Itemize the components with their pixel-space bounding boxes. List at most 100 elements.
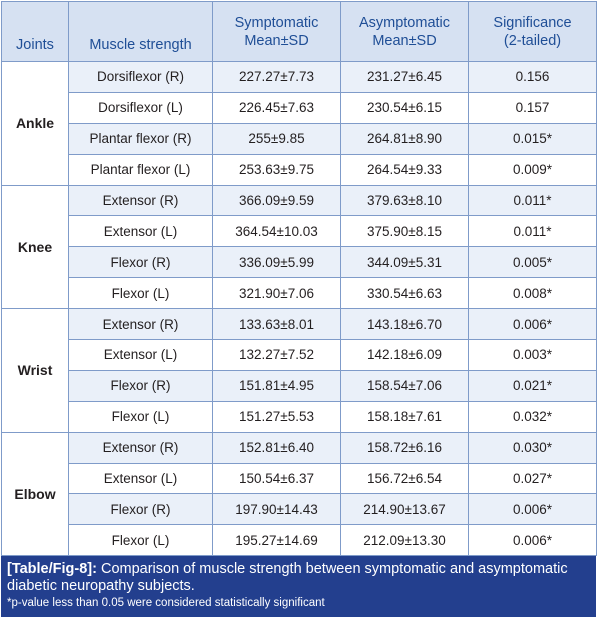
- symptomatic-cell: 152.81±6.40: [212, 431, 341, 464]
- significance-cell: 0.003*: [468, 339, 597, 371]
- header-asymptomatic-line1: Asymptomatic: [358, 14, 451, 31]
- table-row: Plantar flexor (L) 253.63±9.75 264.54±9.33…: [2, 153, 597, 186]
- significance-cell: 0.027*: [468, 462, 597, 495]
- symptomatic-cell: 197.90±14.43: [212, 493, 341, 526]
- symptomatic-cell: 226.45±7.63: [212, 91, 341, 124]
- table-row: Extensor (L) 364.54±10.03 375.90±8.15 0.011…: [2, 215, 597, 248]
- symptomatic-cell: 227.27±7.73: [212, 61, 341, 93]
- asymptomatic-cell: 143.18±6.70: [340, 308, 469, 341]
- caption-label: [Table/Fig-8]:: [7, 561, 97, 578]
- significance-cell: 0.156: [468, 61, 597, 93]
- header-asymptomatic: Asymptomatic Mean±SD: [340, 1, 469, 62]
- muscle-cell: Extensor (R): [68, 308, 213, 341]
- table-row: Flexor (R) 197.90±14.43 214.90±13.67 0.006*: [2, 493, 597, 526]
- muscle-cell: Extensor (R): [68, 431, 213, 464]
- muscle-cell: Dorsiflexor (R): [68, 61, 213, 93]
- symptomatic-cell: 366.09±9.59: [212, 184, 341, 217]
- symptomatic-cell: 364.54±10.03: [212, 215, 341, 248]
- table-row: Flexor (L) 321.90±7.06 330.54±6.63 0.008*: [2, 277, 597, 310]
- header-significance-line1: Significance: [493, 14, 572, 31]
- muscle-cell: Flexor (L): [68, 277, 213, 310]
- muscle-strength-table: Joints Muscle strength Symptomatic Mean±…: [1, 1, 597, 557]
- muscle-cell: Plantar flexor (L): [68, 153, 213, 186]
- asymptomatic-cell: 158.18±7.61: [340, 400, 469, 433]
- symptomatic-cell: 255±9.85: [212, 122, 341, 155]
- significance-cell: 0.006*: [468, 524, 597, 557]
- table-row: Plantar flexor (R) 255±9.85 264.81±8.90 0.0…: [2, 122, 597, 155]
- asymptomatic-cell: 212.09±13.30: [340, 524, 469, 557]
- header-muscle-strength: Muscle strength: [68, 1, 213, 62]
- asymptomatic-cell: 344.09±5.31: [340, 246, 469, 279]
- header-significance-line2: (2-tailed): [503, 32, 562, 49]
- significance-cell: 0.011*: [468, 184, 597, 217]
- symptomatic-cell: 195.27±14.69: [212, 524, 341, 557]
- muscle-cell: Extensor (L): [68, 215, 213, 248]
- joint-label: Elbow: [1, 431, 69, 557]
- significance-cell: 0.005*: [468, 246, 597, 279]
- header-symptomatic-line2: Mean±SD: [244, 32, 309, 49]
- joint-label: Ankle: [1, 61, 69, 186]
- significance-cell: 0.006*: [468, 308, 597, 341]
- significance-cell: 0.008*: [468, 277, 597, 310]
- header-asymptomatic-line2: Mean±SD: [372, 32, 437, 49]
- figure-caption: [Table/Fig-8]: Comparison of muscle stre…: [1, 556, 596, 618]
- asymptomatic-cell: 375.90±8.15: [340, 215, 469, 248]
- symptomatic-cell: 321.90±7.06: [212, 277, 341, 310]
- muscle-cell: Extensor (R): [68, 184, 213, 217]
- table-row: Flexor (R) 336.09±5.99 344.09±5.31 0.005*: [2, 246, 597, 279]
- asymptomatic-cell: 142.18±6.09: [340, 339, 469, 371]
- significance-cell: 0.030*: [468, 431, 597, 464]
- table-row: Flexor (R) 151.81±4.95 158.54±7.06 0.021*: [2, 369, 597, 402]
- asymptomatic-cell: 379.63±8.10: [340, 184, 469, 217]
- table-row: Ankle Dorsiflexor (R) 227.27±7.73 231.27±6.…: [1, 61, 597, 186]
- caption-text: Comparison of muscle strength between sy…: [7, 561, 568, 595]
- table-row: Extensor (L) 132.27±7.52 142.18±6.09 0.003*: [2, 339, 597, 371]
- asymptomatic-cell: 158.54±7.06: [340, 369, 469, 402]
- muscle-cell: Flexor (R): [68, 246, 213, 279]
- header-joints: Joints: [1, 1, 69, 62]
- significance-cell: 0.006*: [468, 493, 597, 526]
- asymptomatic-cell: 230.54±6.15: [340, 91, 469, 124]
- muscle-cell: Plantar flexor (R): [68, 122, 213, 155]
- muscle-cell: Flexor (L): [68, 524, 213, 557]
- table-row: Elbow Extensor (R) 152.81±6.40 158.72±6.16 0…: [1, 431, 597, 557]
- symptomatic-cell: 151.81±4.95: [212, 369, 341, 402]
- joint-label: Wrist: [1, 308, 69, 433]
- table-body: Ankle Dorsiflexor (R) 227.27±7.73 231.27±6.…: [1, 61, 597, 557]
- muscle-cell: Extensor (L): [68, 462, 213, 495]
- symptomatic-cell: 150.54±6.37: [212, 462, 341, 495]
- header-significance: Significance (2-tailed): [468, 1, 597, 62]
- asymptomatic-cell: 330.54±6.63: [340, 277, 469, 310]
- table-row: Dorsiflexor (L) 226.45±7.63 230.54±6.15 0.1…: [2, 91, 597, 124]
- header-symptomatic: Symptomatic Mean±SD: [212, 1, 341, 62]
- symptomatic-cell: 133.63±8.01: [212, 308, 341, 341]
- symptomatic-cell: 253.63±9.75: [212, 153, 341, 186]
- muscle-cell: Extensor (L): [68, 339, 213, 371]
- table-row: Extensor (L) 150.54±6.37 156.72±6.54 0.027*: [2, 462, 597, 495]
- muscle-cell: Flexor (L): [68, 400, 213, 433]
- muscle-cell: Dorsiflexor (L): [68, 91, 213, 124]
- table-row: Knee Extensor (R) 366.09±9.59 379.63±8.10 0.…: [1, 184, 597, 310]
- table-row: Wrist Extensor (R) 133.63±8.01 143.18±6.70 0…: [1, 308, 597, 433]
- symptomatic-cell: 151.27±5.53: [212, 400, 341, 433]
- asymptomatic-cell: 214.90±13.67: [340, 493, 469, 526]
- asymptomatic-cell: 264.81±8.90: [340, 122, 469, 155]
- significance-cell: 0.011*: [468, 215, 597, 248]
- asymptomatic-cell: 231.27±6.45: [340, 61, 469, 93]
- significance-cell: 0.157: [468, 91, 597, 124]
- caption-footnote: *p-value less than 0.05 were considered …: [7, 597, 325, 610]
- muscle-cell: Flexor (R): [68, 369, 213, 402]
- significance-cell: 0.021*: [468, 369, 597, 402]
- header-symptomatic-line1: Symptomatic: [234, 14, 319, 31]
- symptomatic-cell: 336.09±5.99: [212, 246, 341, 279]
- asymptomatic-cell: 156.72±6.54: [340, 462, 469, 495]
- significance-cell: 0.032*: [468, 400, 597, 433]
- joint-label: Knee: [1, 184, 69, 310]
- significance-cell: 0.015*: [468, 122, 597, 155]
- asymptomatic-cell: 158.72±6.16: [340, 431, 469, 464]
- header-row: Joints Muscle strength Symptomatic Mean±…: [1, 1, 597, 62]
- significance-cell: 0.009*: [468, 153, 597, 186]
- asymptomatic-cell: 264.54±9.33: [340, 153, 469, 186]
- table-row: Flexor (L) 151.27±5.53 158.18±7.61 0.032*: [2, 400, 597, 433]
